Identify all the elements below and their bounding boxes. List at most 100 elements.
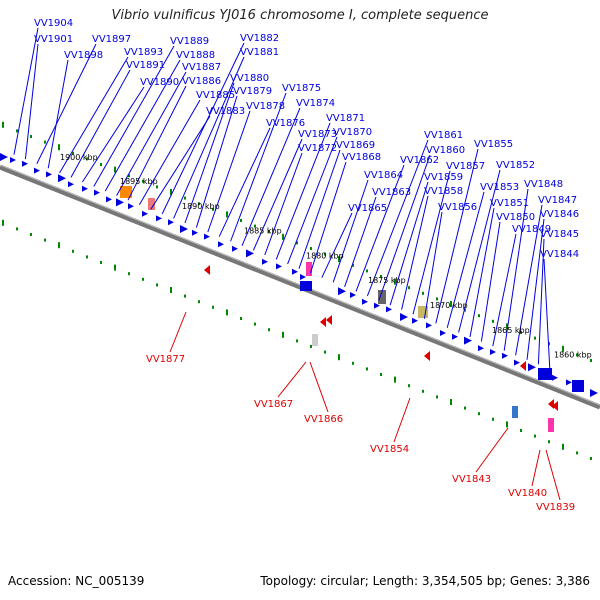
forward-gene-label[interactable]: VV1852 xyxy=(496,160,535,171)
reverse-gene-label[interactable]: VV1839 xyxy=(536,502,575,513)
forward-gene-arrow[interactable] xyxy=(452,333,458,340)
forward-gene-label[interactable]: VV1874 xyxy=(296,98,335,109)
forward-gene-label[interactable]: VV1860 xyxy=(426,145,465,156)
forward-gene-arrow[interactable] xyxy=(262,258,268,265)
reverse-gene-arrow[interactable] xyxy=(520,361,526,371)
forward-gene-label[interactable]: VV1844 xyxy=(540,249,579,260)
forward-gene-arrow[interactable] xyxy=(142,210,148,217)
reverse-gene-arrow[interactable] xyxy=(326,315,332,325)
forward-gene-arrow[interactable] xyxy=(552,374,558,381)
reverse-gene-label[interactable]: VV1854 xyxy=(370,444,409,455)
forward-gene-label[interactable]: VV1898 xyxy=(64,50,103,61)
forward-gene-label[interactable]: VV1881 xyxy=(240,47,279,58)
forward-gene-arrow[interactable] xyxy=(46,171,52,178)
forward-gene-arrow[interactable] xyxy=(386,306,392,313)
forward-gene-arrow[interactable] xyxy=(528,363,536,372)
forward-gene-arrow[interactable] xyxy=(192,229,198,236)
reverse-gene-label[interactable]: VV1867 xyxy=(254,399,293,410)
forward-gene-label[interactable]: VV1847 xyxy=(538,195,577,206)
reverse-gene-label[interactable]: VV1866 xyxy=(304,414,343,425)
forward-gene-arrow[interactable] xyxy=(502,352,508,359)
forward-gene-label[interactable]: VV1887 xyxy=(182,62,221,73)
forward-gene-arrow[interactable] xyxy=(116,198,124,207)
forward-gene-arrow[interactable] xyxy=(362,298,368,305)
forward-gene-label[interactable]: VV1890 xyxy=(140,77,179,88)
forward-gene-label[interactable]: VV1878 xyxy=(246,101,285,112)
forward-gene-label[interactable]: VV1870 xyxy=(333,127,372,138)
forward-gene-arrow[interactable] xyxy=(300,281,312,291)
forward-gene-arrow[interactable] xyxy=(246,249,254,258)
forward-gene-label[interactable]: VV1862 xyxy=(400,155,439,166)
forward-gene-label[interactable]: VV1888 xyxy=(176,50,215,61)
forward-gene-label[interactable]: VV1857 xyxy=(446,161,485,172)
forward-gene-arrow[interactable] xyxy=(22,160,28,167)
forward-gene-label[interactable]: VV1856 xyxy=(438,202,477,213)
forward-gene-label[interactable]: VV1883 xyxy=(206,106,245,117)
forward-gene-arrow[interactable] xyxy=(204,233,210,240)
forward-gene-label[interactable]: VV1901 xyxy=(34,34,73,45)
forward-gene-label[interactable]: VV1885 xyxy=(196,90,235,101)
forward-gene-label[interactable]: VV1876 xyxy=(266,118,305,129)
forward-gene-label[interactable]: VV1853 xyxy=(480,182,519,193)
reverse-gene-arrow[interactable] xyxy=(552,401,558,411)
forward-gene-arrow[interactable] xyxy=(106,196,112,203)
forward-gene-arrow[interactable] xyxy=(590,389,598,397)
forward-gene-arrow[interactable] xyxy=(58,174,66,183)
forward-gene-label[interactable]: VV1859 xyxy=(424,172,463,183)
forward-gene-label[interactable]: VV1872 xyxy=(298,143,337,154)
forward-gene-label[interactable]: VV1848 xyxy=(524,179,563,190)
forward-gene-label[interactable]: VV1851 xyxy=(490,198,529,209)
reverse-gene-label[interactable]: VV1877 xyxy=(146,354,185,365)
forward-gene-arrow[interactable] xyxy=(426,322,432,329)
reverse-gene-label[interactable]: VV1843 xyxy=(452,474,491,485)
reverse-gene-label[interactable]: VV1840 xyxy=(508,488,547,499)
reverse-gene-arrow[interactable] xyxy=(320,317,326,327)
forward-gene-label[interactable]: VV1897 xyxy=(92,34,131,45)
forward-gene-arrow[interactable] xyxy=(10,157,16,163)
forward-gene-label[interactable]: VV1893 xyxy=(124,47,163,58)
forward-gene-label[interactable]: VV1868 xyxy=(342,152,381,163)
forward-gene-label[interactable]: VV1846 xyxy=(540,209,579,220)
forward-gene-arrow[interactable] xyxy=(300,274,306,280)
forward-gene-arrow[interactable] xyxy=(68,181,74,188)
forward-gene-label[interactable]: VV1889 xyxy=(170,36,209,47)
forward-gene-arrow[interactable] xyxy=(338,287,346,296)
forward-gene-arrow[interactable] xyxy=(374,302,380,309)
forward-gene-arrow[interactable] xyxy=(180,225,188,233)
forward-gene-arrow[interactable] xyxy=(490,349,496,355)
forward-gene-label[interactable]: VV1891 xyxy=(126,60,165,71)
reverse-gene-arrow[interactable] xyxy=(548,399,554,409)
forward-gene-arrow[interactable] xyxy=(82,185,88,192)
forward-gene-label[interactable]: VV1880 xyxy=(230,73,269,84)
forward-gene-label[interactable]: VV1858 xyxy=(424,186,463,197)
forward-gene-arrow[interactable] xyxy=(350,292,356,298)
forward-gene-arrow[interactable] xyxy=(478,345,484,352)
forward-gene-arrow[interactable] xyxy=(218,241,224,248)
forward-gene-arrow[interactable] xyxy=(168,219,174,226)
forward-gene-label[interactable]: VV1855 xyxy=(474,139,513,150)
forward-gene-label[interactable]: VV1861 xyxy=(424,130,463,141)
forward-gene-label[interactable]: VV1865 xyxy=(348,203,387,214)
forward-gene-label[interactable]: VV1869 xyxy=(336,140,375,151)
forward-gene-arrow[interactable] xyxy=(94,189,100,196)
forward-gene-label[interactable]: VV1875 xyxy=(282,83,321,94)
forward-gene-arrow[interactable] xyxy=(566,379,572,386)
forward-gene-label[interactable]: VV1849 xyxy=(512,224,551,235)
reverse-gene-arrow[interactable] xyxy=(424,351,430,361)
forward-gene-arrow[interactable] xyxy=(464,336,472,345)
forward-gene-arrow[interactable] xyxy=(232,245,238,252)
forward-gene-label[interactable]: VV1850 xyxy=(496,212,535,223)
forward-gene-label[interactable]: VV1904 xyxy=(34,18,73,29)
forward-gene-label[interactable]: VV1873 xyxy=(298,129,337,140)
forward-gene-arrow[interactable] xyxy=(156,215,162,222)
forward-gene-arrow[interactable] xyxy=(412,317,418,324)
forward-gene-label[interactable]: VV1886 xyxy=(182,76,221,87)
forward-gene-label[interactable]: VV1864 xyxy=(364,170,403,181)
forward-gene-arrow[interactable] xyxy=(276,263,282,270)
forward-gene-arrow[interactable] xyxy=(538,368,552,380)
forward-gene-label[interactable]: VV1871 xyxy=(326,113,365,124)
forward-gene-arrow[interactable] xyxy=(128,203,134,210)
forward-gene-arrow[interactable] xyxy=(440,330,446,336)
forward-gene-arrow[interactable] xyxy=(400,313,408,321)
forward-gene-label[interactable]: VV1879 xyxy=(233,86,272,97)
